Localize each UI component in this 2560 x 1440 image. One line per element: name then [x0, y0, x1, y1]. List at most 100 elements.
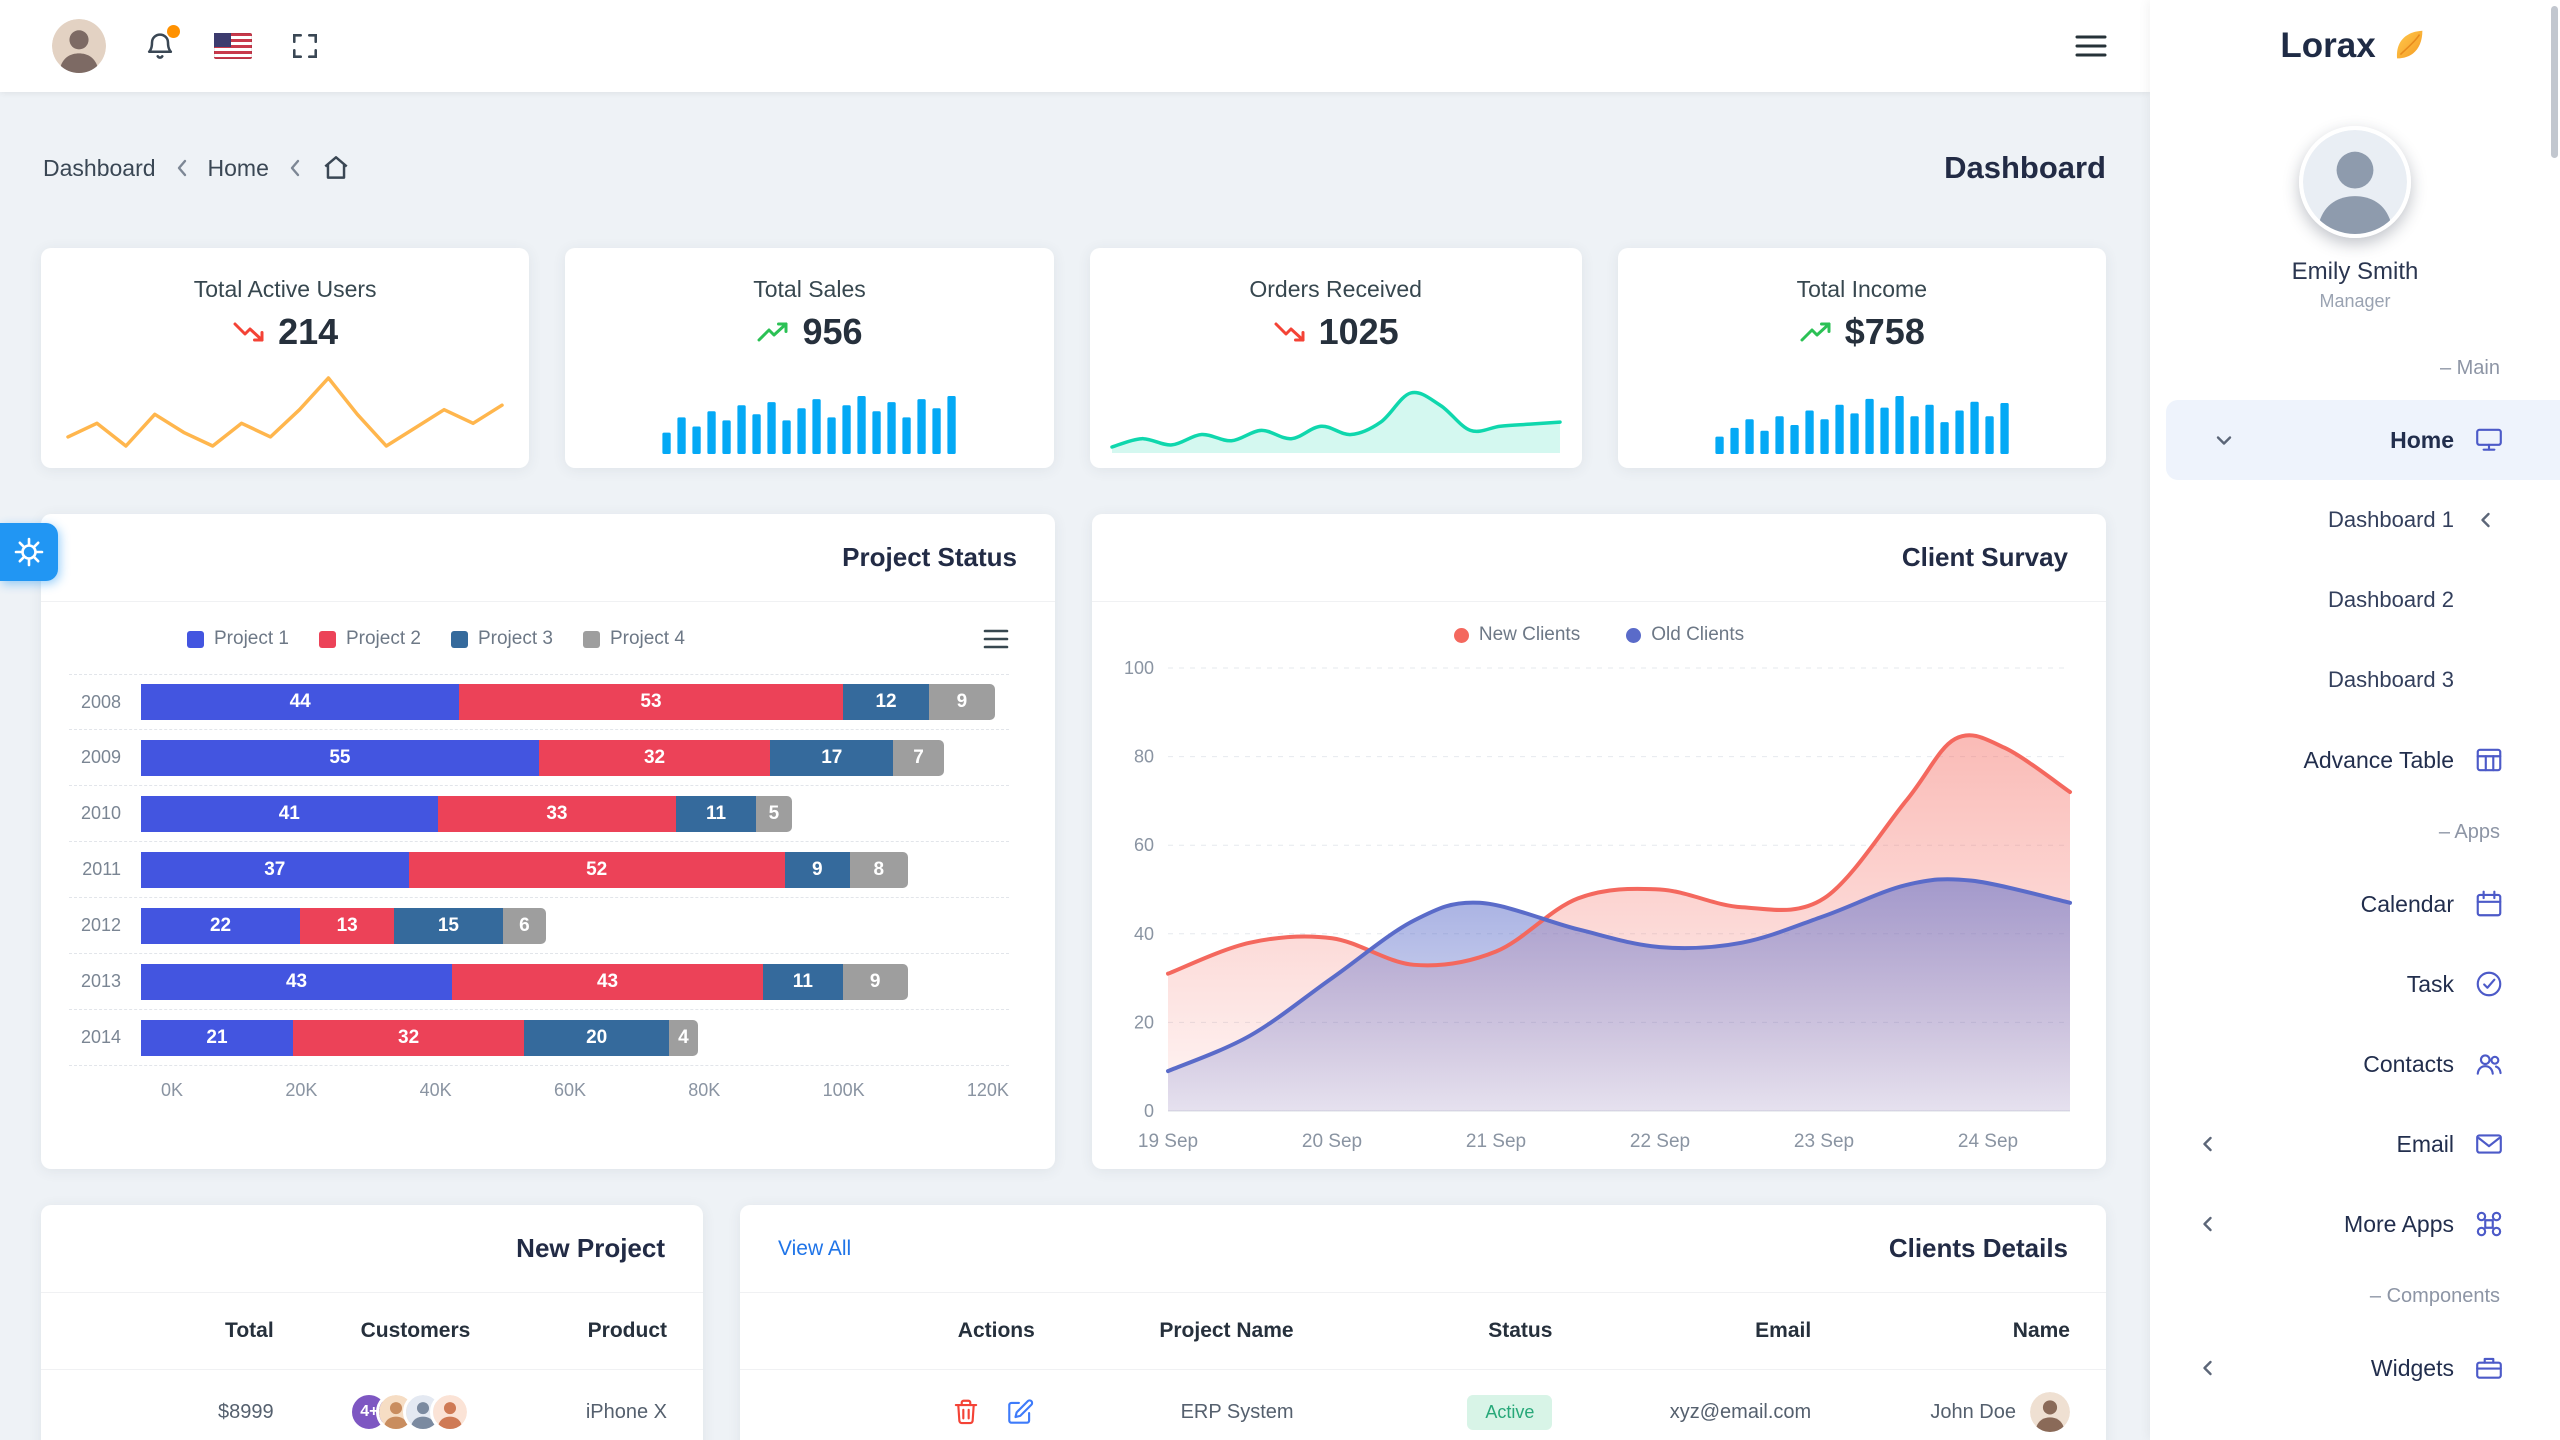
- chart-menu-button[interactable]: [983, 628, 1009, 650]
- notification-badge: [167, 25, 180, 38]
- bar-segment: 22: [141, 907, 301, 944]
- bar-segment: 43: [141, 963, 453, 1000]
- sidebar-item-label: Widgets: [2370, 1354, 2454, 1381]
- table-icon: [2474, 745, 2504, 775]
- fullscreen-icon: [293, 34, 317, 58]
- stat-number: $758: [1844, 311, 1925, 352]
- sidebar-item-label: Calendar: [2360, 890, 2454, 917]
- email-icon: [2474, 1129, 2504, 1159]
- table-row[interactable]: ERP System Active xyz@email.com John Doe: [740, 1370, 2106, 1440]
- chevron-left-icon: [287, 157, 303, 179]
- gear-icon: [14, 537, 44, 567]
- sidebar-nav: – Main Home Dashboard 1 Dashboard 2 Dashboar…: [2150, 336, 2560, 1408]
- sidebar-item-widgets[interactable]: Widgets: [2150, 1328, 2560, 1408]
- table-row[interactable]: $8999 4+ iPhone X: [41, 1370, 703, 1440]
- legend-item-old-clients[interactable]: Old Clients: [1626, 624, 1744, 646]
- sidebar-subitem-dashboard-1[interactable]: Dashboard 1: [2150, 480, 2560, 560]
- page-title: Dashboard: [1944, 150, 2106, 185]
- stat-value: 956: [756, 311, 863, 353]
- stat-value: $758: [1799, 311, 1925, 353]
- bar-segment: 8: [849, 851, 908, 888]
- sidebar-item-task[interactable]: Task: [2150, 944, 2560, 1024]
- hamburger-icon: [983, 629, 1009, 649]
- legend-label: Project 3: [477, 628, 553, 649]
- sidebar-item-label: Contacts: [2363, 1050, 2454, 1077]
- bar-segment: 53: [459, 684, 843, 720]
- nav-section-components: – Components: [2369, 1284, 2500, 1307]
- legend-item-project-3[interactable]: Project 3: [450, 628, 553, 650]
- sparkline-chart: [64, 372, 506, 454]
- bar-segment: 21: [141, 1019, 293, 1056]
- task-icon: [2474, 969, 2504, 999]
- brand[interactable]: Lorax: [2150, 0, 2560, 92]
- bar-segment: 4: [669, 1019, 698, 1056]
- bar-segment: 52: [408, 851, 785, 888]
- sidebar-item-calendar[interactable]: Calendar: [2150, 864, 2560, 944]
- sidebar-subitem-label: Dashboard 2: [2328, 587, 2454, 612]
- legend-label: Old Clients: [1651, 624, 1745, 645]
- cell-product: iPhone X: [585, 1400, 667, 1423]
- bar-segment: 15: [394, 907, 503, 944]
- bar-segment: 11: [676, 795, 756, 832]
- scrollbar-thumb[interactable]: [2551, 6, 2558, 158]
- legend-item-project-4[interactable]: Project 4: [582, 628, 685, 650]
- bar-segment: 41: [141, 795, 438, 832]
- sidebar-subitem-dashboard-2[interactable]: Dashboard 2: [2150, 560, 2560, 640]
- column-header-customers: Customers: [360, 1319, 471, 1342]
- stat-card-total-sales: Total Sales 956: [565, 248, 1054, 468]
- sparkline-chart: [1712, 392, 2012, 454]
- breadcrumb-home[interactable]: Home: [207, 154, 269, 181]
- menu-toggle-button[interactable]: [2074, 33, 2108, 59]
- chart-row-2010: 2010 41 33 11 5: [69, 786, 1009, 842]
- stacked-bar: 21 32 20 4: [141, 1019, 1009, 1056]
- language-flag-button[interactable]: [214, 33, 252, 59]
- sidebar-item-more-apps[interactable]: More Apps: [2150, 1184, 2560, 1264]
- page-head: Dashboard Home Dashboard: [41, 136, 2106, 200]
- notifications-button[interactable]: [144, 25, 180, 62]
- fullscreen-button[interactable]: [290, 31, 320, 61]
- bar-segment: 33: [437, 795, 677, 832]
- project-status-card: Project Status Project 1 Project 2 Project…: [41, 514, 1055, 1169]
- sidebar-item-contacts[interactable]: Contacts: [2150, 1024, 2560, 1104]
- sidebar-item-email[interactable]: Email: [2150, 1104, 2560, 1184]
- edit-button[interactable]: [1005, 1397, 1035, 1427]
- chevron-left-icon: [174, 157, 190, 179]
- bar-segment: 9: [929, 684, 995, 720]
- table-body: $8999 4+ iPhone X: [41, 1370, 703, 1440]
- stat-title: Total Active Users: [193, 276, 377, 302]
- x-axis: 0K 20K 40K 60K 80K 100K 120K: [161, 1080, 1009, 1101]
- settings-button[interactable]: [0, 523, 58, 581]
- user-avatar-large[interactable]: [2299, 126, 2411, 238]
- sidebar-item-advance-table[interactable]: Advance Table: [2150, 720, 2560, 800]
- legend-dot: [1626, 627, 1642, 643]
- stat-value: 214: [232, 311, 338, 353]
- legend-item-project-1[interactable]: Project 1: [187, 628, 289, 650]
- breadcrumb-dashboard[interactable]: Dashboard: [43, 154, 156, 181]
- svg-text:20: 20: [1134, 1012, 1154, 1032]
- project-status-title: Project Status: [842, 542, 1017, 572]
- stacked-bar: 43 43 11 9: [141, 963, 1009, 1000]
- user-avatar[interactable]: [52, 19, 106, 73]
- home-icon[interactable]: [321, 153, 351, 183]
- delete-button[interactable]: [951, 1397, 981, 1427]
- sidebar-user: Emily Smith Manager: [2150, 126, 2560, 312]
- sidebar: Lorax Emily Smith Manager – Main Home Dash…: [2150, 0, 2560, 1440]
- sidebar-subitem-dashboard-3[interactable]: Dashboard 3: [2150, 640, 2560, 720]
- command-icon: [2474, 1209, 2504, 1239]
- trend-down-icon: [232, 319, 266, 345]
- x-tick: 20K: [285, 1080, 318, 1100]
- x-tick: 0K: [161, 1080, 184, 1100]
- legend-item-project-2[interactable]: Project 2: [318, 628, 421, 650]
- view-all-link[interactable]: View All: [778, 1236, 852, 1260]
- status-badge: Active: [1467, 1394, 1553, 1430]
- bar-segment: 20: [524, 1019, 669, 1056]
- bar-segment: 17: [770, 739, 894, 776]
- sidebar-item-home[interactable]: Home: [2166, 400, 2560, 480]
- x-tick: 60K: [553, 1080, 586, 1100]
- legend-swatch: [187, 630, 204, 648]
- cell-total: $8999: [218, 1400, 274, 1423]
- legend-item-new-clients[interactable]: New Clients: [1453, 624, 1580, 646]
- stacked-bar-chart: 2008 44 53 12 9 2009 55 32 17 7 2010 41 33 11 5 2011 37 5…: [69, 674, 1009, 1066]
- sidebar-item-label: More Apps: [2344, 1210, 2454, 1237]
